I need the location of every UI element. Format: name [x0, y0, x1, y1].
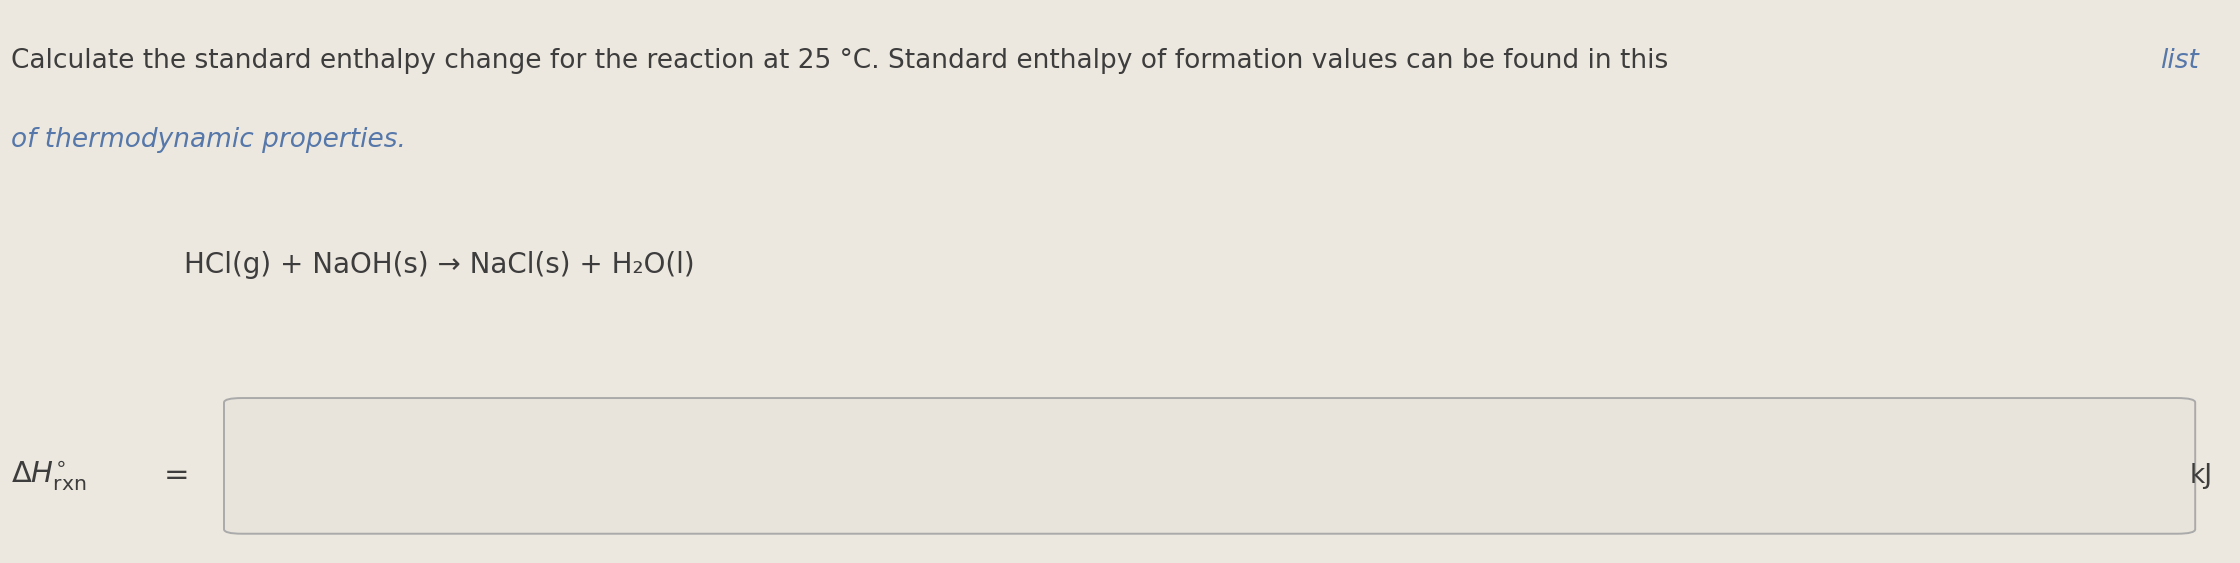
Text: =: = [164, 461, 188, 490]
FancyBboxPatch shape [224, 398, 2195, 534]
Text: list: list [2159, 48, 2200, 74]
Text: Calculate the standard enthalpy change for the reaction at 25 °C. Standard entha: Calculate the standard enthalpy change f… [11, 48, 1678, 74]
Text: $\mathit{\Delta H}^{\circ}_{\mathrm{rxn}}$: $\mathit{\Delta H}^{\circ}_{\mathrm{rxn}… [11, 459, 87, 492]
Text: of thermodynamic properties.: of thermodynamic properties. [11, 127, 405, 153]
Text: HCl(g) + NaOH(s) → NaCl(s) + H₂O(l): HCl(g) + NaOH(s) → NaCl(s) + H₂O(l) [184, 251, 694, 279]
Text: kJ: kJ [2191, 463, 2213, 489]
